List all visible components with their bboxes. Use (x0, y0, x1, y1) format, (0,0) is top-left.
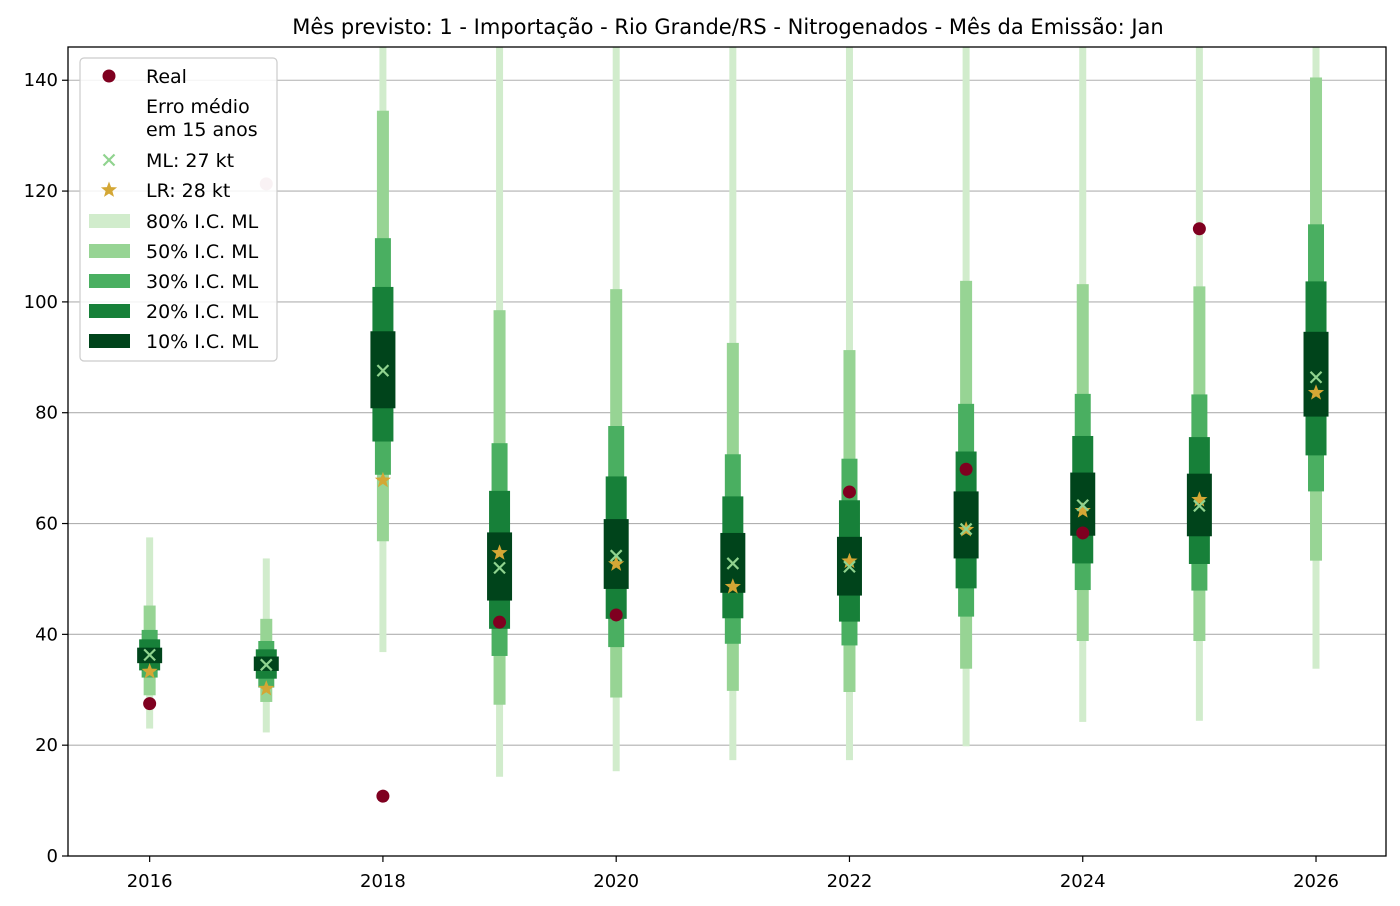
legend-patch-ci20 (89, 304, 130, 318)
lr-point (1307, 384, 1325, 400)
ml-point (959, 522, 973, 536)
legend-label-real: Real (146, 66, 187, 88)
ci10-bar (1303, 331, 1329, 417)
chart-title: Mês previsto: 1 - Importação - Rio Grand… (292, 15, 1163, 39)
legend-patch-ci10 (89, 334, 130, 348)
real-point (143, 697, 157, 711)
ml-point (1076, 498, 1090, 512)
y-tick-label: 120 (24, 181, 58, 202)
x-tick-label: 2024 (1060, 871, 1106, 892)
real-point (959, 462, 973, 476)
lr-point (141, 662, 158, 679)
confidence-intervals (137, 47, 1329, 777)
legend-marker-real (102, 69, 116, 83)
ml-point (143, 648, 156, 662)
y-tick-label: 20 (35, 735, 58, 756)
real-point (842, 485, 856, 499)
x-tick-label: 2016 (127, 871, 173, 892)
x-axis: 2016 2018 2020 2022 2024 2026 (127, 856, 1339, 892)
x-tick-label: 2022 (827, 871, 873, 892)
legend-patch-ci80 (89, 214, 130, 228)
legend-label-lr: LR: 28 kt (146, 180, 230, 202)
plot-frame (67, 46, 1387, 857)
ml-point (1309, 370, 1323, 384)
lr-point (258, 680, 275, 696)
ml-point (1193, 499, 1206, 513)
legend-label-ci80: 80% I.C. ML (146, 211, 259, 233)
real-point (1076, 526, 1090, 540)
lr-point (608, 555, 625, 571)
legend-marker-ml (102, 153, 116, 167)
ml-point (493, 561, 506, 575)
lr-point (491, 544, 508, 560)
legend-label-ci50: 50% I.C. ML (146, 241, 259, 263)
x-tick-label: 2020 (593, 871, 639, 892)
y-axis: 0 20 40 60 80 100 120 140 (24, 70, 68, 867)
lr-point (1191, 491, 1208, 507)
y-tick-label: 140 (24, 70, 58, 91)
real-point (493, 615, 507, 629)
legend-label-ml: ML: 27 kt (146, 150, 234, 172)
real-point (1192, 222, 1206, 236)
legend-label-note: Erro médio em 15 anos (146, 96, 258, 141)
legend-label-ci10: 10% I.C. ML (146, 331, 259, 353)
y-tick-label: 0 (47, 846, 58, 867)
real-point (609, 608, 623, 622)
x-tick-label: 2018 (360, 871, 406, 892)
lr-point (724, 578, 741, 594)
ml-point (376, 364, 390, 377)
ml-point (609, 549, 623, 562)
lr-point (841, 552, 858, 569)
ml-point (843, 560, 856, 574)
legend-label-line: em 15 anos (146, 119, 258, 141)
legend-patch-ci50 (89, 244, 130, 258)
legend: Real Erro médio em 15 anos ML: 27 kt LR: 28 … (79, 57, 278, 362)
legend-label-ci30: 30% I.C. ML (146, 271, 259, 293)
lr-point (374, 471, 391, 488)
legend-label-line: Erro médio (146, 96, 250, 118)
ci10-bar (603, 519, 629, 589)
ml-point (260, 658, 273, 672)
y-tick-label: 40 (35, 624, 58, 645)
legend-label-ci20: 20% I.C. ML (146, 301, 259, 323)
data-points (141, 177, 1325, 803)
real-point (376, 789, 390, 803)
y-tick-label: 100 (24, 292, 58, 313)
legend-marker-lr (100, 181, 118, 197)
lr-point (1074, 502, 1091, 518)
ml-point (726, 557, 740, 570)
legend-patch-ci30 (89, 274, 130, 288)
x-tick-label: 2026 (1293, 871, 1339, 892)
y-tick-label: 60 (35, 514, 58, 535)
y-tick-label: 80 (35, 403, 58, 424)
